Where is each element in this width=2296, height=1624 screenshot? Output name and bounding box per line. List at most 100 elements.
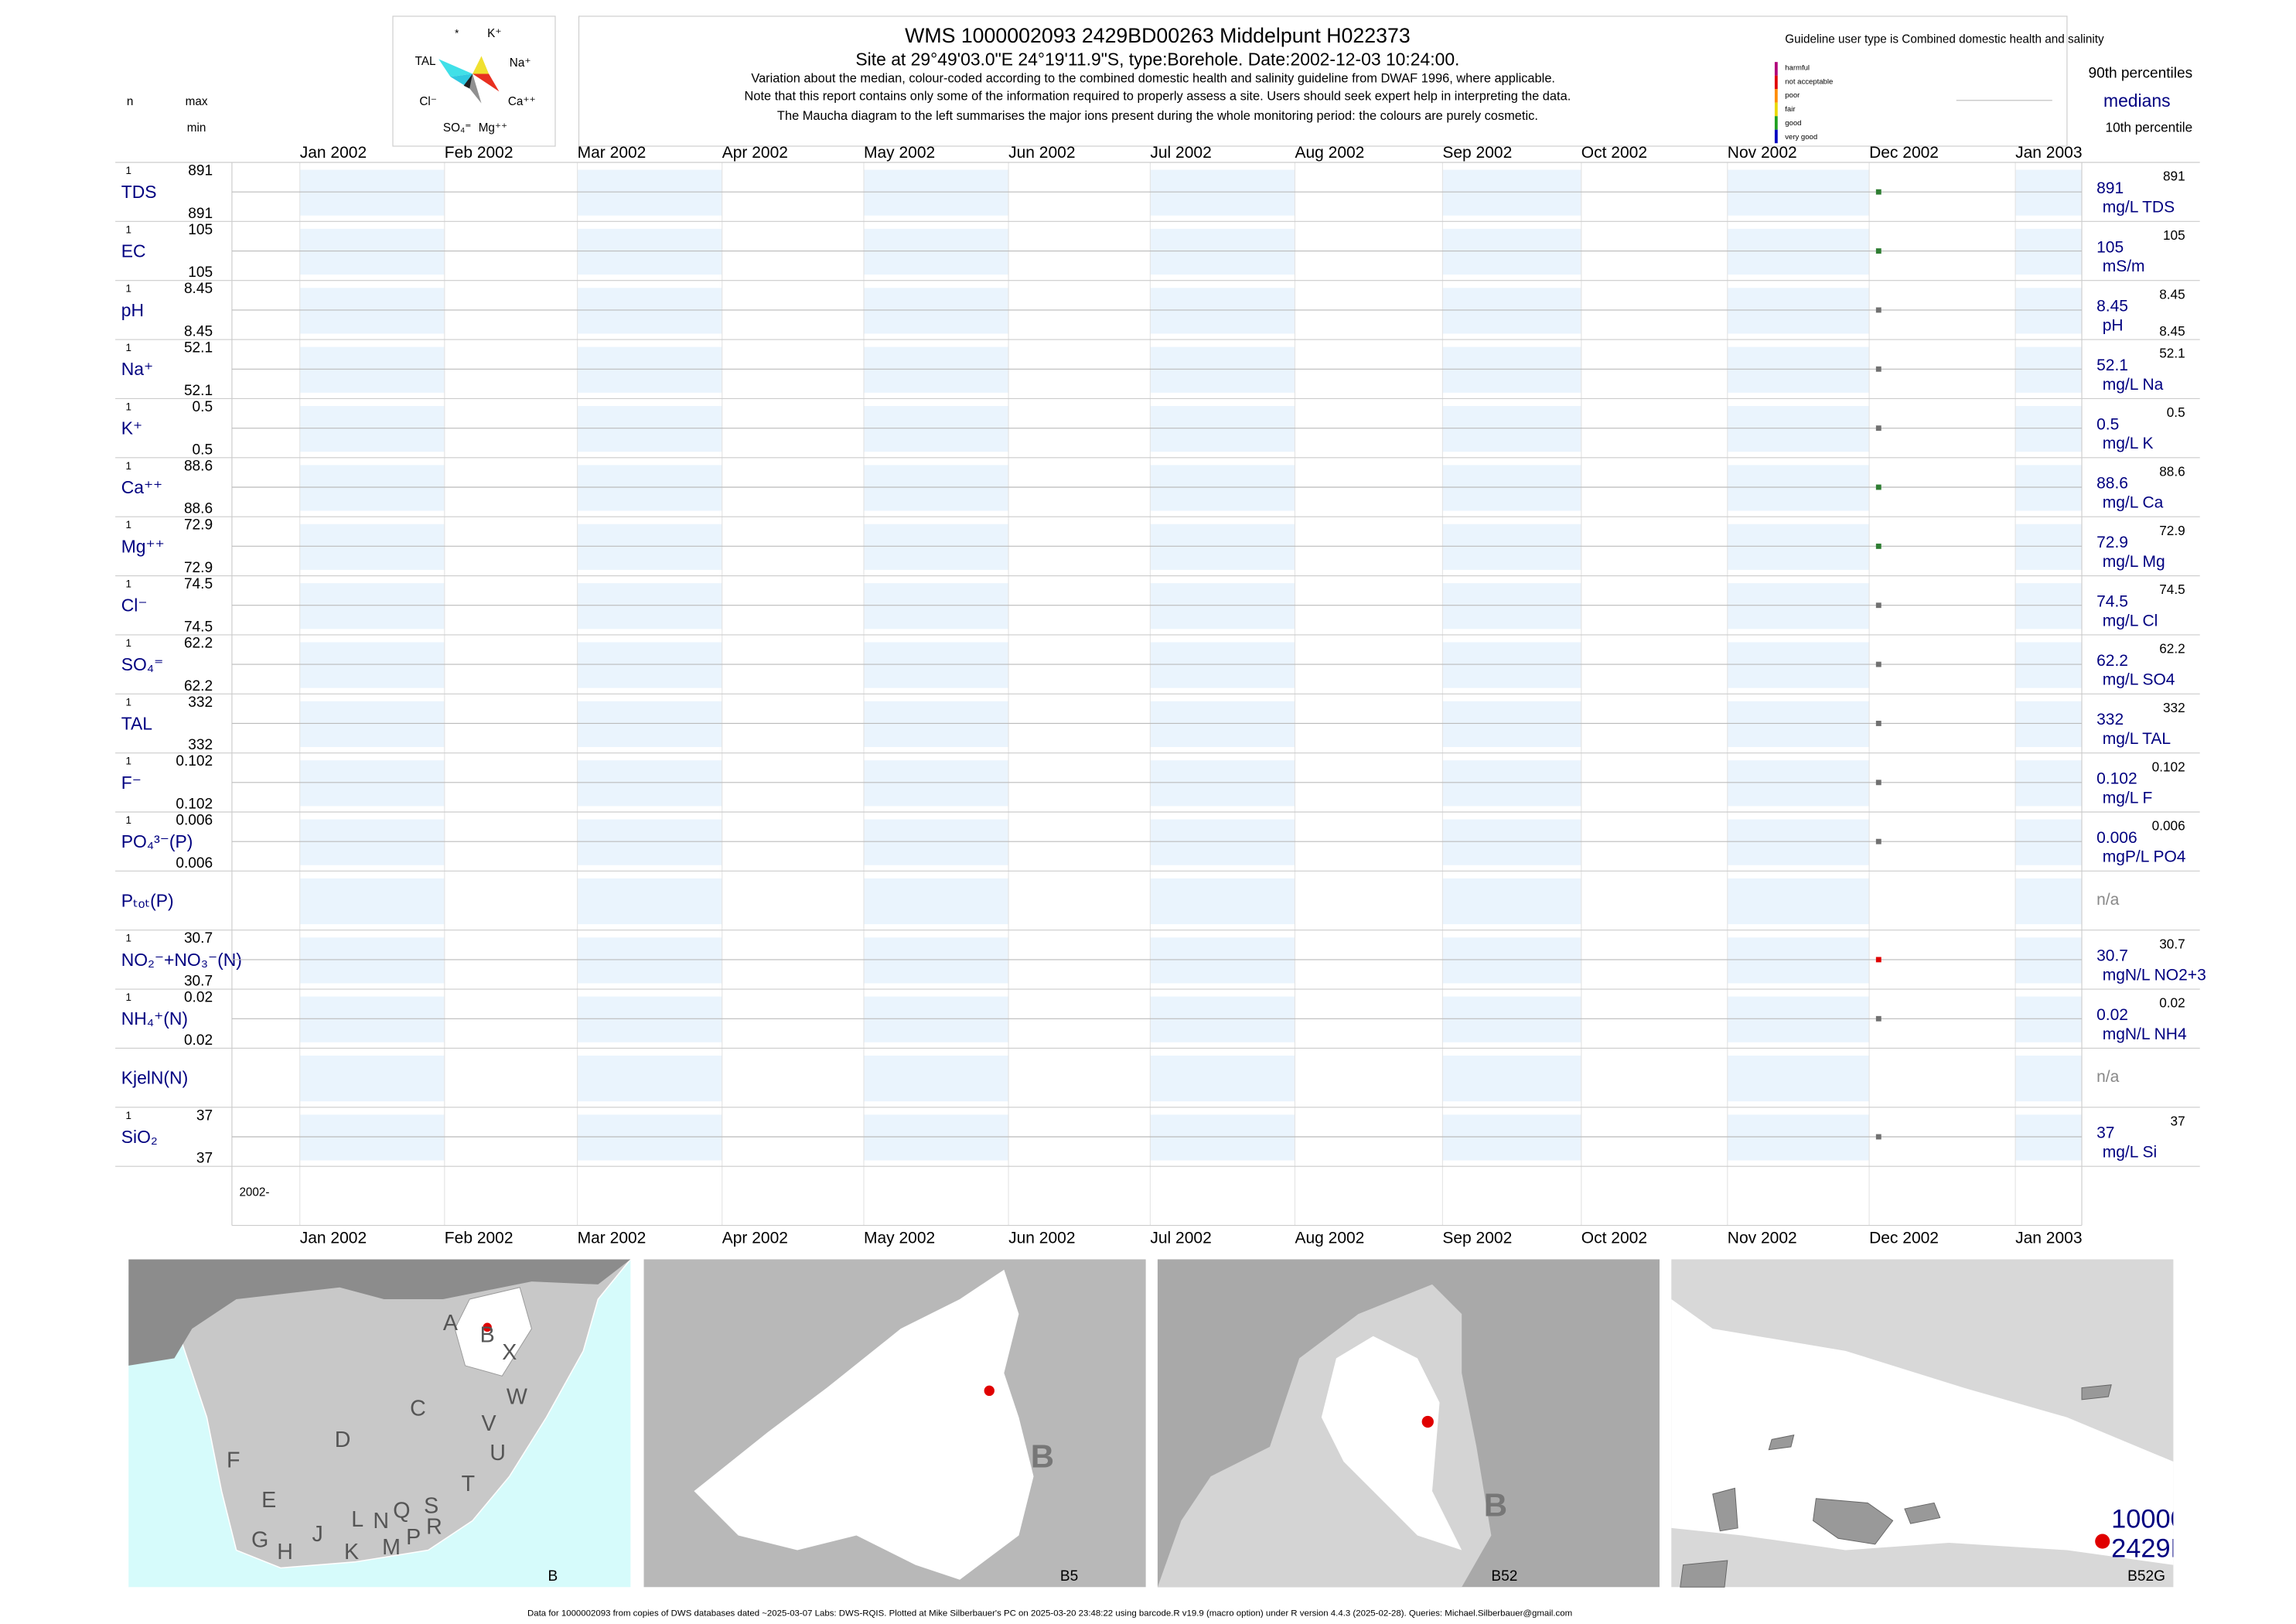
p90-value: 37: [2171, 1113, 2185, 1128]
median-point: [1875, 307, 1881, 313]
region-label: Q: [393, 1498, 410, 1523]
month-band: [577, 819, 722, 865]
month-band: [864, 288, 1009, 334]
unit: mgP/L PO4: [2103, 848, 2186, 866]
month-band: [1442, 819, 1581, 865]
legend-swatch: [1774, 129, 1778, 144]
row-label: Cl⁻: [121, 595, 148, 616]
p90-value: 62.2: [2159, 641, 2185, 657]
month-label: Jan 2002: [300, 1229, 367, 1247]
month-band: [864, 701, 1009, 747]
max-value: 74.5: [184, 576, 213, 592]
median-value: 8.45: [2096, 298, 2128, 316]
month-band: [2015, 996, 2082, 1042]
max-value: 0.006: [176, 813, 213, 829]
month-label: Jan 2003: [2015, 144, 2082, 162]
month-label: Jun 2002: [1008, 144, 1075, 162]
legend-class: not acceptable: [1785, 77, 1833, 86]
month-band: [299, 169, 445, 216]
map-feature: [1712, 1487, 1738, 1532]
month-band: [1150, 996, 1295, 1042]
na-label: n/a: [2096, 891, 2120, 909]
region-label: H: [277, 1540, 293, 1564]
month-band: [864, 819, 1009, 865]
month-band: [1442, 642, 1581, 688]
month-band: [1442, 878, 1581, 925]
unit: mg/L Na: [2103, 376, 2164, 394]
title: WMS 1000002093 2429BD00263 Middelpunt H0…: [905, 24, 1411, 47]
plot: Jan 2002 Jan 2002 Feb 2002 Feb 2002 Mar 2002…: [115, 144, 2206, 1247]
n-value: 1: [125, 578, 131, 590]
month-band: [864, 937, 1009, 984]
max-value: 8.45: [184, 281, 213, 297]
guideline-title: Guideline user type is Combined domestic…: [1785, 33, 2104, 46]
median-value: 332: [2096, 711, 2124, 728]
month-band: [1727, 1114, 1870, 1161]
max-value: 88.6: [184, 458, 213, 474]
month-band: [2015, 346, 2082, 393]
min-value: 105: [188, 264, 213, 281]
region-label: P: [406, 1525, 421, 1550]
month-band: [1150, 1056, 1295, 1102]
median-value: 74.5: [2096, 592, 2128, 610]
month-band: [1727, 996, 1870, 1042]
median-value: 0.006: [2096, 829, 2137, 847]
month-label: May 2002: [864, 144, 935, 162]
month-label: Jul 2002: [1150, 1229, 1211, 1247]
median-point: [1875, 189, 1881, 195]
month-band: [299, 1056, 445, 1102]
month-band: [577, 996, 722, 1042]
map-site-label: 2429E: [2111, 1534, 2188, 1564]
month-band: [577, 169, 722, 216]
min-value: 52.1: [184, 383, 213, 399]
month-band: [1727, 465, 1870, 511]
n-value: 1: [125, 637, 131, 649]
map-panel-label: B52: [1491, 1568, 1517, 1585]
maucha-box: [392, 15, 556, 147]
month-band: [1442, 701, 1581, 747]
median-point: [1875, 602, 1881, 609]
month-band: [299, 937, 445, 984]
map-panel-label: B: [548, 1568, 558, 1585]
month-band: [299, 701, 445, 747]
month-band: [1727, 583, 1870, 629]
month-band: [864, 878, 1009, 925]
month-band: [864, 760, 1009, 807]
max-value: 0.5: [193, 399, 213, 415]
month-band: [1442, 169, 1581, 216]
row-label: SO₄⁼: [121, 654, 164, 674]
month-label: Jan 2002: [300, 144, 367, 162]
month-label: May 2002: [864, 1229, 935, 1247]
month-band: [1150, 228, 1295, 275]
month-band: [864, 524, 1009, 570]
maucha-wedge: [473, 56, 490, 74]
median-point: [1875, 838, 1881, 844]
unit: pH: [2103, 316, 2124, 334]
min-value: 30.7: [184, 974, 213, 990]
map-panel-label: B5: [1060, 1568, 1078, 1585]
month-band: [299, 819, 445, 865]
month-band: [1150, 819, 1295, 865]
month-band: [1442, 760, 1581, 807]
month-band: [577, 701, 722, 747]
median-value: 72.9: [2096, 534, 2128, 551]
unit: mgN/L NO2+3: [2103, 966, 2206, 984]
row-label: TDS: [121, 182, 157, 202]
maucha-label: Mg⁺⁺: [479, 121, 507, 135]
median-point: [1875, 957, 1881, 963]
p90-value: 74.5: [2159, 582, 2185, 597]
map-big-label: B: [1484, 1486, 1507, 1523]
month-label: Oct 2002: [1581, 1229, 1647, 1247]
map-catchment: [1321, 1336, 1462, 1551]
subtitle: Site at 29°49'03.0"E 24°19'11.9"S, type:…: [855, 49, 1459, 69]
month-band: [577, 228, 722, 275]
month-band: [299, 583, 445, 629]
month-label: Feb 2002: [445, 144, 513, 162]
median-value: 0.5: [2096, 415, 2119, 433]
month-label: Dec 2002: [1869, 144, 1939, 162]
month-band: [577, 346, 722, 393]
site-dot: [483, 1322, 492, 1332]
month-band: [1150, 642, 1295, 688]
map-catchment: [1671, 1299, 2174, 1565]
median-point: [1875, 721, 1881, 726]
